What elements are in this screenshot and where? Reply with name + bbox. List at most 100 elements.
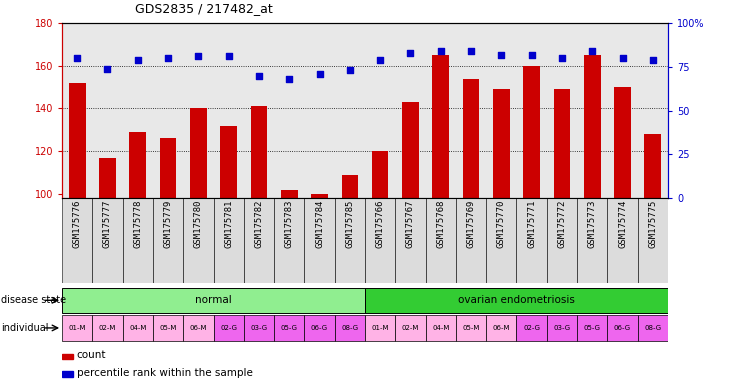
Text: 03-G: 03-G (250, 325, 267, 331)
Bar (365, 288, 668, 313)
Bar (190, 108, 207, 198)
Bar (62, 314, 93, 341)
Text: GSM175778: GSM175778 (134, 200, 142, 248)
Text: count: count (77, 350, 107, 360)
Bar (607, 198, 638, 283)
Bar (638, 198, 668, 283)
Bar (62, 198, 93, 283)
Bar (553, 89, 570, 198)
Point (193, 53, 204, 60)
Text: GSM175782: GSM175782 (255, 200, 264, 248)
Bar (547, 198, 577, 283)
Bar (365, 314, 396, 341)
Text: 08-G: 08-G (645, 325, 661, 331)
Text: GSM175772: GSM175772 (558, 200, 566, 248)
Text: GSM175779: GSM175779 (164, 200, 172, 248)
Bar (69, 83, 85, 198)
Point (253, 73, 265, 79)
Bar (614, 87, 631, 198)
Bar (62, 354, 72, 359)
Bar (244, 198, 274, 283)
Text: GSM175767: GSM175767 (406, 200, 415, 248)
Point (344, 67, 356, 73)
Bar (426, 314, 456, 341)
Text: 05-G: 05-G (584, 325, 601, 331)
Point (496, 51, 507, 58)
Point (617, 55, 629, 61)
Bar (153, 198, 183, 283)
Text: GSM175783: GSM175783 (285, 200, 293, 248)
Text: GDS2835 / 217482_at: GDS2835 / 217482_at (135, 2, 273, 15)
Bar (432, 55, 449, 198)
Bar (214, 314, 244, 341)
Text: disease state: disease state (1, 295, 66, 305)
Point (314, 71, 326, 77)
Bar (129, 132, 146, 198)
Text: 01-M: 01-M (69, 325, 86, 331)
Bar (523, 66, 540, 198)
Text: GSM175768: GSM175768 (437, 200, 445, 248)
Point (374, 57, 386, 63)
Bar (93, 314, 123, 341)
Text: 06-M: 06-M (493, 325, 510, 331)
Point (404, 50, 416, 56)
Text: 02-M: 02-M (99, 325, 116, 331)
Bar (123, 198, 153, 283)
Text: percentile rank within the sample: percentile rank within the sample (77, 368, 253, 378)
Point (162, 55, 174, 61)
Bar (577, 314, 607, 341)
Text: 05-M: 05-M (159, 325, 177, 331)
Point (132, 57, 144, 63)
Bar (426, 198, 456, 283)
Bar (456, 198, 486, 283)
Text: GSM175766: GSM175766 (376, 200, 385, 248)
Bar (311, 194, 328, 198)
Point (586, 48, 598, 54)
Bar (304, 198, 335, 283)
Bar (99, 157, 116, 198)
Text: ovarian endometriosis: ovarian endometriosis (458, 295, 575, 305)
Text: GSM175770: GSM175770 (497, 200, 506, 248)
Bar (396, 314, 426, 341)
Bar (584, 55, 601, 198)
Bar (645, 134, 661, 198)
Text: GSM175773: GSM175773 (588, 200, 596, 248)
Point (223, 53, 234, 60)
Bar (342, 175, 358, 198)
Bar (304, 314, 335, 341)
Point (556, 55, 568, 61)
Text: 04-M: 04-M (432, 325, 450, 331)
Text: GSM175775: GSM175775 (648, 200, 657, 248)
Bar (183, 314, 214, 341)
Point (283, 76, 295, 82)
Text: 06-G: 06-G (614, 325, 631, 331)
Bar (493, 89, 510, 198)
Point (526, 51, 537, 58)
Point (72, 55, 83, 61)
Bar (274, 314, 304, 341)
Bar (638, 314, 668, 341)
Text: normal: normal (195, 295, 232, 305)
Text: 06-M: 06-M (190, 325, 207, 331)
Bar (62, 288, 365, 313)
Bar (93, 198, 123, 283)
Bar (250, 106, 267, 198)
Bar (402, 102, 419, 198)
Text: GSM175777: GSM175777 (103, 200, 112, 248)
Bar (486, 314, 517, 341)
Text: 03-G: 03-G (553, 325, 570, 331)
Bar (244, 314, 274, 341)
Text: 02-M: 02-M (402, 325, 419, 331)
Point (647, 57, 658, 63)
Text: 02-G: 02-G (220, 325, 237, 331)
Point (435, 48, 447, 54)
Text: 06-G: 06-G (311, 325, 328, 331)
Text: GSM175781: GSM175781 (224, 200, 233, 248)
Bar (220, 126, 237, 198)
Bar (607, 314, 638, 341)
Text: GSM175776: GSM175776 (73, 200, 82, 248)
Bar (463, 79, 480, 198)
Bar (153, 314, 183, 341)
Bar (183, 198, 214, 283)
Bar (396, 198, 426, 283)
